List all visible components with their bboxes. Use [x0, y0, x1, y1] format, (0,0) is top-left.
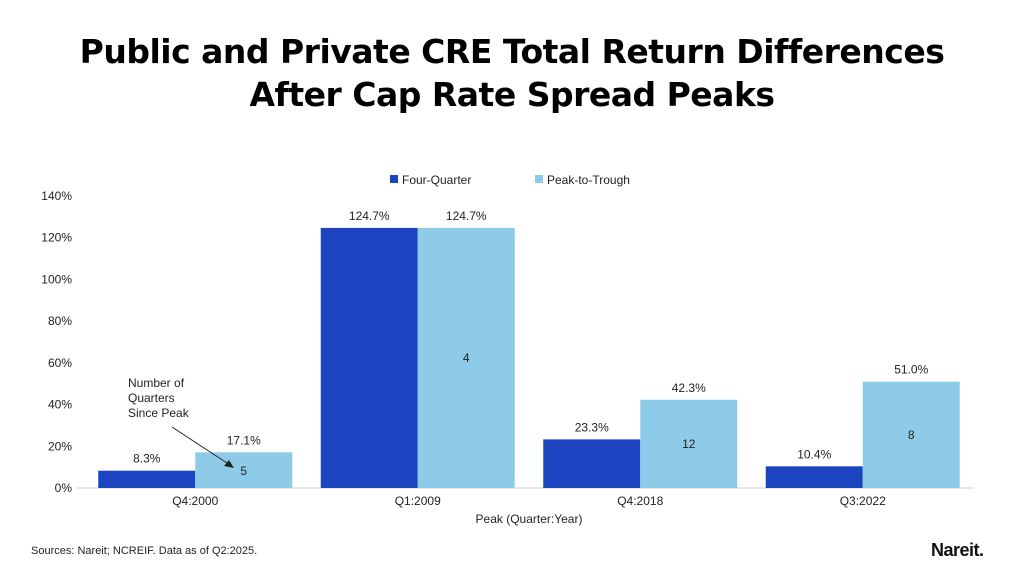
x-tick-label: Q4:2000 — [172, 494, 218, 508]
x-tick-label: Q4:2018 — [617, 494, 663, 508]
y-tick-label: 60% — [48, 356, 72, 370]
bar-four-quarter — [320, 227, 418, 488]
y-tick-label: 100% — [41, 272, 72, 286]
bar-four-quarter — [543, 439, 641, 488]
y-tick-label: 120% — [41, 231, 72, 245]
source-note: Sources: Nareit; NCREIF. Data as of Q2:2… — [31, 545, 258, 557]
data-label: 51.0% — [894, 363, 928, 377]
title-line-2: After Cap Rate Spread Peaks — [249, 75, 775, 114]
quarters-label: 12 — [682, 437, 696, 451]
annotation-arrow-line — [171, 426, 231, 466]
y-tick-label: 0% — [55, 481, 73, 495]
y-tick-label: 20% — [48, 439, 72, 453]
annotation-text: Number of — [128, 376, 185, 390]
x-axis-title: Peak (Quarter:Year) — [476, 512, 583, 526]
data-label: 23.3% — [575, 420, 609, 434]
chart-title: Public and Private CRE Total Return Diff… — [0, 30, 1024, 116]
data-label: 17.1% — [227, 433, 261, 447]
legend-swatch — [535, 175, 543, 183]
legend-label: Four-Quarter — [402, 173, 471, 187]
quarters-label: 5 — [240, 464, 247, 478]
data-label: 10.4% — [797, 447, 831, 461]
bar-peak-to-trough — [417, 227, 515, 488]
title-line-1: Public and Private CRE Total Return Diff… — [79, 32, 945, 71]
data-label: 42.3% — [672, 381, 706, 395]
bar-peak-to-trough — [640, 399, 738, 488]
data-label: 124.7% — [446, 209, 487, 223]
y-tick-label: 140% — [41, 189, 72, 203]
x-tick-label: Q3:2022 — [840, 494, 886, 508]
y-tick-label: 80% — [48, 314, 72, 328]
nareit-logo: Nareit. — [931, 540, 984, 560]
legend-swatch — [390, 175, 398, 183]
y-tick-label: 40% — [48, 398, 72, 412]
bar-four-quarter — [98, 470, 196, 488]
data-label: 8.3% — [133, 452, 161, 466]
bar-peak-to-trough — [862, 381, 960, 488]
quarters-label: 8 — [908, 428, 915, 442]
data-label: 124.7% — [349, 209, 390, 223]
quarters-label: 4 — [463, 351, 470, 365]
bar-four-quarter — [765, 466, 863, 488]
annotation-text: Quarters — [128, 391, 175, 405]
annotation-arrow-head — [224, 460, 234, 468]
x-tick-label: Q1:2009 — [395, 494, 441, 508]
legend-label: Peak-to-Trough — [547, 173, 630, 187]
bar-peak-to-trough — [195, 452, 293, 488]
annotation-text: Since Peak — [128, 406, 190, 420]
